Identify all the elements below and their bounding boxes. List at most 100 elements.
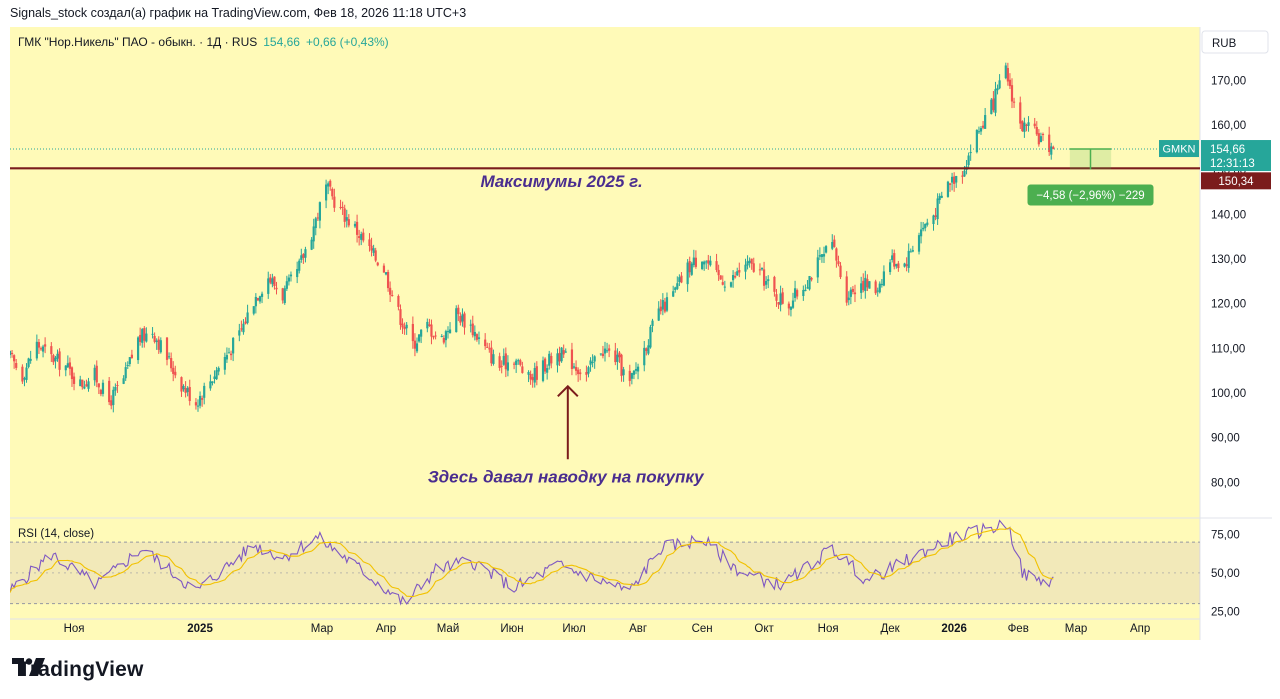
candle-body	[347, 219, 350, 226]
last-price-value: 154,66	[1210, 144, 1245, 156]
candle-body	[300, 255, 303, 260]
candle-body	[1019, 102, 1022, 124]
candle-body	[70, 367, 74, 380]
candle-body	[818, 255, 821, 257]
candle-body	[167, 356, 171, 358]
candle-body	[242, 323, 245, 333]
candle-body	[738, 269, 741, 273]
candle-body	[486, 346, 489, 348]
chart-area[interactable]: 180,00170,00160,00150,00140,00130,00120,…	[10, 27, 1272, 640]
candles-group	[10, 62, 1055, 413]
candle-body	[804, 289, 807, 292]
currency-button[interactable]	[1201, 30, 1269, 54]
candle-body	[116, 385, 119, 387]
level-price-label: 150,34	[1218, 176, 1254, 188]
candle-body	[327, 183, 330, 187]
candle-body	[310, 239, 313, 250]
candle-body	[58, 351, 61, 370]
candle-body	[99, 389, 103, 395]
candle-body	[461, 314, 464, 322]
candle-body	[324, 184, 328, 201]
candle-body	[260, 293, 264, 297]
candle-body	[471, 323, 474, 336]
candle-body	[213, 376, 216, 380]
candle-body	[802, 289, 805, 297]
candle-body	[527, 371, 530, 375]
price-tick-label: 90,00	[1211, 433, 1240, 445]
tradingview-logo[interactable]: TradingView	[12, 656, 144, 684]
candle-body	[649, 326, 652, 348]
candle-body	[184, 388, 187, 393]
candle-body	[469, 324, 472, 326]
candle-body	[41, 346, 45, 352]
candle-body	[500, 365, 503, 367]
candle-body	[1052, 146, 1055, 150]
candle-body	[777, 302, 780, 305]
candle-body	[787, 303, 790, 309]
rsi-title: RSI (14, close)	[18, 528, 94, 540]
candle-body	[281, 288, 284, 301]
candle-body	[659, 306, 662, 312]
candle-body	[618, 352, 621, 358]
candle-body	[368, 239, 371, 247]
candle-body	[358, 236, 361, 239]
candle-body	[998, 80, 1001, 89]
candle-body	[110, 400, 113, 406]
candle-body	[548, 353, 551, 366]
candle-body	[298, 260, 301, 271]
candle-body	[705, 261, 708, 263]
candle-body	[475, 334, 479, 340]
candle-body	[417, 334, 421, 342]
candle-body	[661, 300, 664, 310]
ticker-badge	[1159, 140, 1199, 158]
candle-body	[519, 360, 522, 365]
candle-body	[851, 288, 855, 292]
candle-body	[630, 373, 633, 379]
candle-body	[136, 337, 140, 361]
candle-body	[141, 329, 144, 343]
candle-body	[922, 227, 925, 230]
price-axis-panel[interactable]	[1200, 27, 1272, 640]
candle-body	[816, 257, 819, 278]
time-tick-label: Апр	[1130, 623, 1150, 635]
candle-body	[688, 261, 691, 273]
candle-body	[620, 354, 623, 376]
candle-body	[734, 276, 737, 278]
candle-body	[880, 283, 883, 285]
candle-body	[339, 207, 342, 209]
candle-body	[773, 276, 776, 292]
candle-body	[389, 287, 392, 295]
candle-body	[579, 372, 582, 375]
candle-body	[574, 367, 578, 371]
candle-body	[444, 331, 448, 341]
candle-body	[1008, 79, 1012, 87]
candle-body	[50, 346, 53, 355]
candle-body	[535, 366, 538, 380]
candle-body	[981, 125, 985, 128]
candle-body	[1039, 136, 1043, 143]
candle-body	[909, 251, 912, 253]
candle-body	[186, 387, 189, 393]
candle-body	[517, 360, 520, 362]
annotation-max-2025[interactable]: Максимумы 2025 г.	[480, 172, 642, 191]
candle-body	[550, 355, 553, 364]
candle-body	[448, 329, 452, 334]
candle-body	[159, 340, 162, 353]
candle-body	[403, 326, 406, 330]
annotation-buy-signal[interactable]: Здесь давал наводку на покупку	[428, 467, 705, 486]
candle-body	[975, 129, 978, 153]
price-chart[interactable]: 180,00170,00160,00150,00140,00130,00120,…	[10, 27, 1272, 640]
candle-body	[124, 367, 127, 379]
time-tick-label: Окт	[754, 623, 774, 635]
time-tick-label: 2026	[941, 623, 967, 635]
candle-body	[52, 355, 55, 363]
candle-body	[153, 335, 156, 342]
candle-body	[891, 255, 894, 260]
candle-body	[746, 261, 749, 266]
candle-body	[721, 282, 724, 285]
candle-body	[240, 328, 243, 330]
candle-body	[232, 337, 235, 354]
candle-body	[1048, 134, 1051, 153]
candle-body	[860, 283, 863, 293]
candle-body	[515, 360, 518, 365]
